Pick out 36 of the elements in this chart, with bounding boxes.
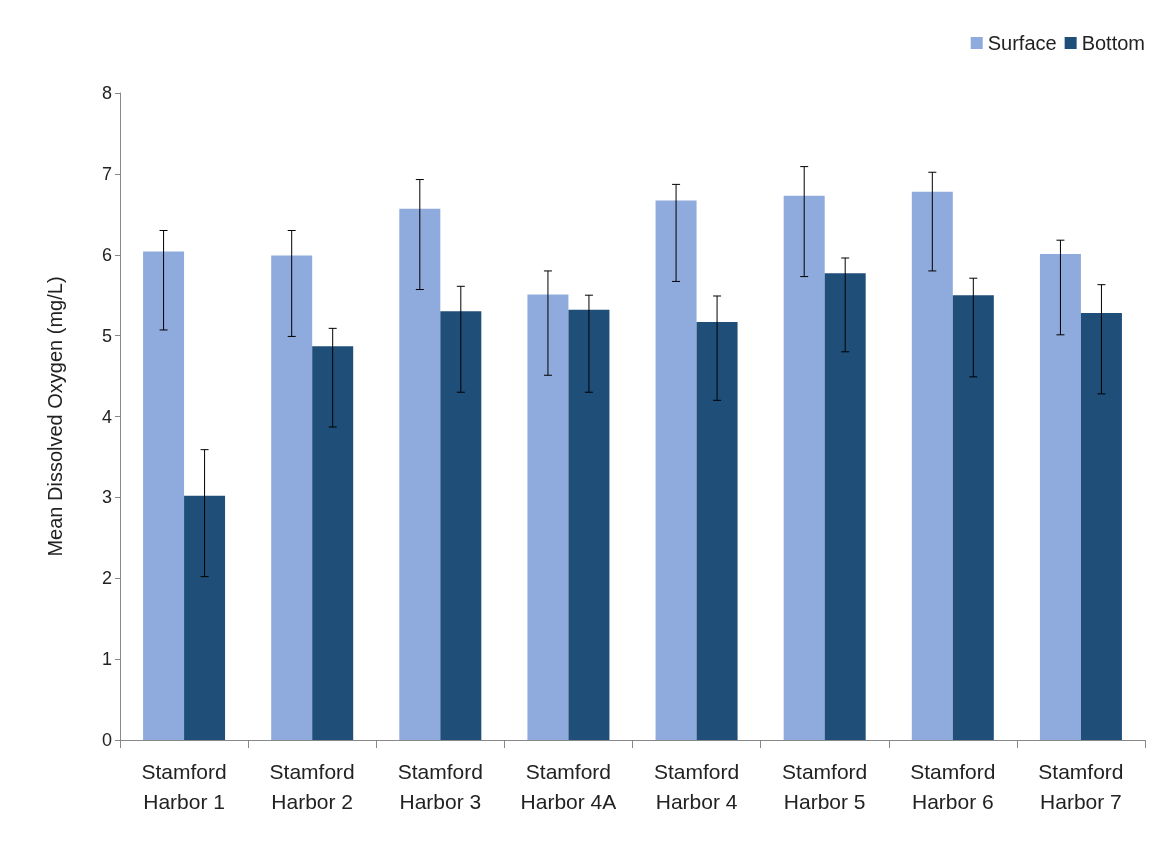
x-tick-label: Stamford Harbor 6 — [910, 759, 996, 813]
y-tick-label: 1 — [101, 649, 112, 670]
x-tick-label: Stamford Harbor 4 — [653, 759, 740, 813]
y-tick-label: 8 — [101, 83, 112, 103]
x-tick-label: Stamford Harbor 4A — [520, 759, 617, 813]
bar — [527, 294, 569, 740]
bar — [655, 200, 697, 740]
x-tick-label: Stamford Harbor 7 — [1038, 759, 1124, 813]
bar — [143, 251, 185, 740]
bar — [696, 321, 738, 740]
x-tick-label: Stamford Harbor 5 — [782, 759, 868, 813]
y-tick-label: 2 — [101, 568, 112, 589]
bar — [312, 346, 354, 740]
bar — [271, 255, 313, 740]
legend-label: Surface — [987, 32, 1057, 54]
bar — [568, 309, 610, 740]
y-tick-label: 7 — [101, 163, 112, 184]
y-tick-label: 6 — [101, 244, 112, 265]
y-tick-label: 4 — [101, 406, 112, 427]
bar — [952, 295, 994, 740]
y-tick-label: 0 — [101, 730, 112, 750]
x-tick-label: Stamford Harbor 2 — [269, 759, 355, 813]
x-tick-label: Stamford Harbor 3 — [397, 759, 483, 813]
bar — [1080, 312, 1122, 740]
y-tick-label: 3 — [101, 487, 112, 508]
bar — [911, 191, 953, 740]
x-tick-label: Stamford Harbor 1 — [141, 759, 227, 813]
legend-label: Bottom — [1081, 32, 1145, 54]
bar — [1039, 253, 1081, 740]
bar — [440, 311, 482, 740]
bar — [184, 495, 226, 740]
bar — [824, 273, 866, 740]
y-tick-label: 5 — [101, 325, 112, 346]
y-axis-title: Mean Dissolved Oxygen (mg/L) — [44, 276, 66, 557]
bar — [783, 195, 825, 740]
bar — [399, 208, 441, 740]
